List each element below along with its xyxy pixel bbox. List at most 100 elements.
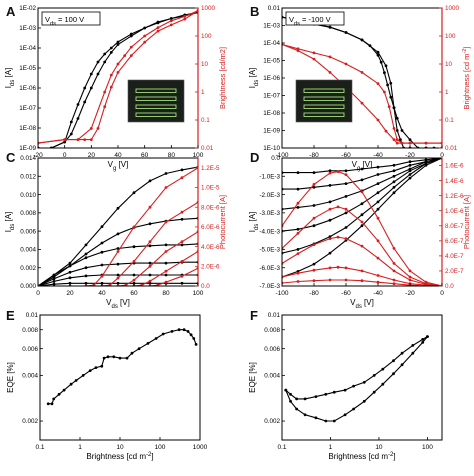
- y-tick-label: 0.010: [20, 192, 36, 199]
- data-point: [164, 273, 168, 277]
- data-point: [424, 141, 428, 145]
- data-point: [116, 250, 120, 253]
- data-point: [376, 256, 380, 260]
- y-right-axis-label: Photocurrent [A]: [462, 195, 471, 249]
- data-point: [148, 264, 152, 268]
- data-point: [164, 220, 168, 224]
- data-point: [312, 224, 316, 228]
- y-tick-label: -5.0E-3: [259, 247, 280, 254]
- data-point: [411, 344, 415, 347]
- x-tick-label: 0.1: [277, 444, 286, 451]
- y-right-tick-label: 2.0E-6: [201, 264, 220, 271]
- y-tick-label: 0.002: [22, 418, 38, 425]
- data-point: [408, 176, 412, 180]
- data-point: [399, 138, 402, 142]
- data-point: [62, 388, 66, 392]
- y-tick-label: 1E-06: [19, 85, 36, 92]
- data-point: [328, 235, 332, 239]
- y-tick-label: 0.01: [268, 5, 281, 12]
- data-point: [372, 374, 376, 377]
- data-point: [426, 335, 429, 338]
- data-point: [296, 227, 300, 231]
- data-point: [336, 265, 340, 269]
- data-point: [360, 178, 364, 182]
- data-point: [180, 168, 184, 172]
- y-tick-label: 1E-03: [263, 23, 280, 30]
- y-right-tick-label: 0.0: [201, 283, 210, 290]
- data-point: [408, 163, 412, 167]
- annotation-box: [41, 11, 101, 26]
- data-point: [156, 283, 160, 286]
- data-point: [344, 173, 348, 177]
- data-point: [360, 190, 364, 194]
- data-point: [106, 355, 110, 359]
- data-point: [169, 17, 173, 20]
- x-axis-label: Vg [V]: [108, 160, 129, 172]
- data-point: [314, 416, 318, 420]
- data-point: [183, 15, 187, 18]
- y-tick-label: 0.006: [264, 346, 280, 353]
- data-point: [376, 50, 380, 54]
- y-tick-label: -3.0E-3: [259, 210, 280, 217]
- y-right-tick-label: 0.1: [201, 117, 210, 124]
- data-point: [109, 73, 113, 77]
- data-point: [296, 47, 300, 51]
- data-point: [146, 342, 150, 345]
- data-point: [189, 333, 193, 337]
- data-point: [360, 244, 364, 248]
- data-point: [52, 397, 56, 401]
- series-line-1: [48, 329, 197, 405]
- data-point: [180, 274, 184, 278]
- y-axis-label: Ids [A]: [4, 68, 16, 89]
- x-tick-label: 100: [193, 290, 204, 297]
- panel-label: A: [6, 4, 16, 19]
- data-point: [392, 372, 395, 376]
- y-tick-label: 0.012: [20, 173, 36, 180]
- data-point: [164, 186, 168, 189]
- data-point: [182, 328, 186, 332]
- x-tick-label: 100: [193, 152, 204, 159]
- data-point: [395, 138, 399, 142]
- y-tick-label: 0.01: [268, 312, 281, 319]
- data-point: [116, 232, 120, 236]
- data-point: [383, 71, 386, 75]
- data-point: [328, 237, 332, 241]
- y-tick-label: 0.006: [20, 228, 36, 235]
- data-point: [125, 356, 129, 360]
- data-point: [109, 46, 113, 50]
- annotation-text: Vds = -100 V: [289, 15, 331, 27]
- data-point: [336, 170, 340, 174]
- y-right-tick-label: 100: [201, 33, 212, 40]
- data-point: [344, 211, 348, 215]
- data-point: [148, 273, 152, 277]
- y-tick-label: 0.0: [271, 155, 280, 162]
- data-point: [296, 248, 300, 251]
- y-right-tick-label: 0.01: [445, 145, 458, 152]
- data-point: [123, 54, 127, 57]
- y-tick-label: 1E-06: [263, 75, 280, 82]
- data-point: [392, 278, 396, 282]
- data-point: [180, 240, 184, 244]
- data-point: [328, 266, 332, 270]
- y-tick-label: -6.0E-3: [259, 265, 280, 272]
- series-line-9: [282, 236, 442, 286]
- chart-panel-c: C 0 20 40 60 80 100 0.000 0.002 0.004 0.006 0.008 0.…: [4, 150, 227, 310]
- data-point: [169, 19, 173, 23]
- x-tick-label: 0: [36, 290, 40, 297]
- data-point: [116, 247, 120, 250]
- data-point: [116, 281, 120, 285]
- data-point: [289, 392, 292, 396]
- x-tick-label: -20: [33, 152, 43, 159]
- data-point: [296, 252, 300, 256]
- data-point: [328, 251, 332, 255]
- annotation-text: Vds = 100 V: [45, 15, 84, 27]
- data-point: [94, 366, 98, 369]
- x-tick-label: 40: [98, 290, 106, 297]
- x-tick-label: 1: [329, 444, 333, 451]
- data-point: [116, 40, 120, 44]
- data-point: [408, 167, 412, 171]
- y-tick-label: 1E-09: [263, 128, 280, 135]
- y-right-tick-label: 0.0: [445, 283, 454, 290]
- data-point: [295, 407, 298, 411]
- data-point: [156, 29, 160, 33]
